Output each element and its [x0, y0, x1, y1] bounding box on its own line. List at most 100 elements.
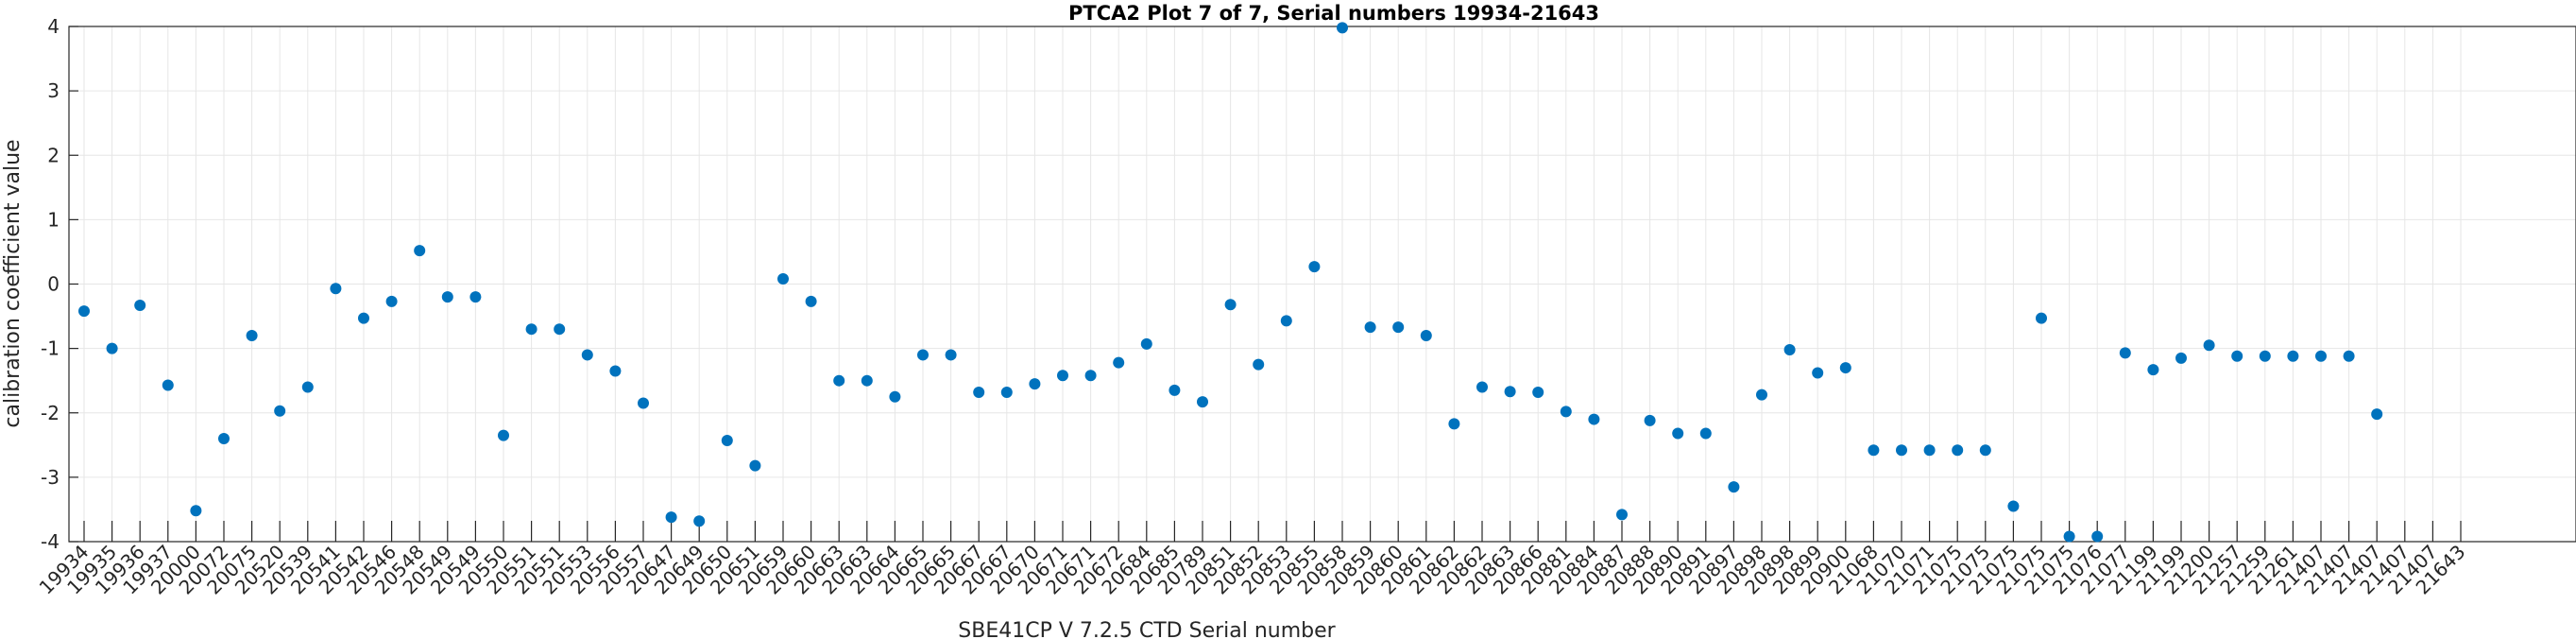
data-point — [1084, 370, 1097, 382]
data-point — [2343, 350, 2355, 362]
data-point — [1420, 330, 1432, 341]
data-point — [1672, 427, 1684, 440]
data-point — [441, 291, 453, 303]
data-point — [1952, 444, 1964, 457]
x-axis-ticks: 1993419935199361993720000200722007520520… — [35, 521, 2470, 599]
data-point — [1756, 389, 1767, 401]
data-point — [2036, 312, 2047, 324]
y-tick-label: 3 — [47, 79, 60, 102]
data-point — [1057, 370, 1068, 382]
data-point — [1644, 414, 1656, 426]
data-point — [665, 511, 677, 524]
data-point — [2119, 347, 2131, 359]
data-point — [1448, 418, 1460, 430]
data-point — [1000, 386, 1013, 398]
data-point — [78, 305, 90, 318]
data-point — [805, 295, 817, 307]
data-point — [330, 283, 342, 295]
y-axis-title: calibration coefficient value — [1, 139, 25, 427]
data-point — [2315, 350, 2327, 362]
data-point — [1812, 367, 1824, 379]
data-point — [1280, 315, 1292, 327]
data-point — [1392, 321, 1405, 334]
data-point — [638, 397, 649, 409]
y-axis-ticks: -4 -3 -2 -1 0 1 2 3 4 — [41, 15, 78, 553]
data-point — [1169, 384, 1181, 396]
data-point — [2007, 500, 2020, 512]
data-point — [1029, 378, 1041, 390]
data-point — [2287, 350, 2299, 362]
data-point — [1560, 406, 1572, 418]
data-point — [1839, 362, 1851, 374]
data-point — [301, 381, 314, 393]
data-point — [2091, 530, 2104, 543]
data-point — [414, 245, 426, 257]
data-point — [2371, 408, 2383, 421]
y-tick-label: -1 — [41, 337, 60, 360]
data-point — [749, 459, 761, 472]
data-point — [1253, 358, 1265, 371]
data-point — [274, 405, 286, 417]
data-point — [106, 342, 118, 354]
data-point — [246, 330, 258, 341]
data-point — [973, 386, 985, 398]
data-point — [1588, 413, 1600, 425]
data-point — [469, 291, 482, 303]
data-point — [2175, 352, 2187, 364]
data-point — [1476, 381, 1488, 393]
grid — [69, 26, 2576, 543]
y-tick-label: 2 — [47, 144, 60, 166]
data-point — [218, 433, 230, 444]
data-point — [2259, 350, 2271, 362]
data-point — [2231, 350, 2243, 362]
data-point — [1616, 509, 1628, 521]
data-point — [385, 295, 398, 307]
y-tick-label: -3 — [41, 466, 60, 489]
data-point — [190, 505, 202, 517]
data-point — [1308, 261, 1321, 273]
data-point — [581, 349, 593, 361]
data-point — [134, 299, 146, 311]
data-point — [1140, 337, 1152, 350]
data-point — [1728, 481, 1740, 493]
data-point — [945, 349, 957, 361]
data-point — [1896, 444, 1907, 457]
data-point — [1868, 444, 1880, 457]
data-point — [2147, 364, 2159, 376]
y-tick-label: 4 — [47, 15, 60, 38]
x-axis-title: SBE41CP V 7.2.5 CTD Serial number — [958, 619, 1336, 639]
data-point — [833, 374, 845, 387]
y-tick-label: 0 — [47, 273, 60, 296]
data-point — [1504, 386, 1516, 398]
data-point — [693, 515, 706, 527]
data-point — [1224, 299, 1237, 311]
data-point — [1699, 427, 1712, 440]
data-point — [1923, 444, 1936, 457]
data-point — [889, 390, 901, 403]
data-point — [554, 323, 566, 336]
data-point — [1364, 321, 1376, 334]
data-point — [1979, 444, 1991, 457]
data-point — [777, 273, 789, 285]
data-point — [498, 429, 509, 441]
data-point — [861, 374, 873, 387]
data-point — [2063, 530, 2075, 543]
data-points — [78, 22, 2383, 543]
data-point — [721, 435, 733, 447]
data-point — [1532, 386, 1544, 398]
data-point — [525, 323, 537, 336]
data-point — [1197, 396, 1208, 408]
data-point — [1337, 22, 1348, 34]
data-point — [162, 379, 174, 391]
chart-title: PTCA2 Plot 7 of 7, Serial numbers 19934-… — [1068, 2, 1599, 25]
data-point — [1113, 356, 1125, 369]
y-tick-label: -2 — [41, 402, 60, 424]
data-point — [1783, 343, 1796, 355]
data-point — [609, 365, 622, 377]
data-point — [358, 312, 369, 324]
data-point — [2203, 339, 2215, 352]
y-tick-label: 1 — [47, 208, 60, 231]
data-point — [917, 349, 929, 361]
y-tick-label: -4 — [41, 530, 60, 553]
